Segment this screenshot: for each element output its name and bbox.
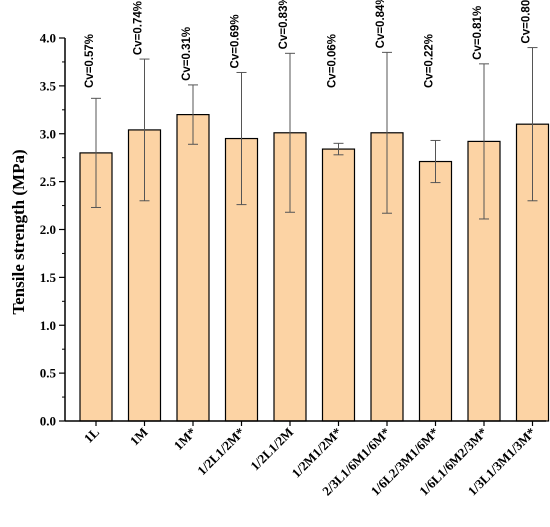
bar-4 (273, 132, 307, 422)
cv-annotation-8: Cv=0.81% (472, 6, 484, 60)
y-tick-label-2: 1.0 (40, 318, 56, 333)
x-tick-label-0: 1L (81, 424, 103, 446)
bar-5 (321, 148, 356, 422)
error-bar-2 (188, 84, 198, 145)
error-bar-7 (430, 139, 441, 184)
y-tick-label-5: 2.5 (40, 174, 57, 189)
x-tick-label-3: 1/2L1/2M* (194, 425, 248, 479)
y-axis-title: Tensile strength (MPa) (9, 149, 28, 314)
cv-annotation-1: Cv=0.74% (133, 1, 145, 55)
y-tick-label-0: 0.0 (40, 414, 56, 429)
x-tick-label-2: 1M* (171, 425, 199, 453)
error-bar-9 (527, 47, 538, 202)
x-tick-label-4: 1/2L1/2M (247, 425, 296, 474)
error-bar-6 (382, 51, 392, 214)
cv-annotation-4: Cv=0.83% (278, 0, 290, 49)
cv-annotation-6: Cv=0.84% (375, 0, 387, 48)
y-tick-label-4: 2.0 (40, 222, 56, 237)
cv-annotation-3: Cv=0.69% (230, 14, 242, 68)
y-tick-label-7: 3.5 (40, 78, 57, 93)
error-bar-5 (333, 142, 344, 156)
axes-layer (59, 37, 546, 426)
error-bar-4 (285, 52, 295, 213)
error-bars-layer (91, 47, 538, 220)
cv-annotation-7: Cv=0.22% (424, 34, 436, 88)
cv-annotation-5: Cv=0.06% (327, 34, 339, 88)
error-bar-3 (236, 71, 247, 206)
cv-annotation-0: Cv=0.57% (84, 34, 96, 88)
cv-annotation-2: Cv=0.31% (181, 27, 193, 81)
y-tick-label-8: 4.0 (40, 31, 56, 46)
y-tick-label-1: 0.5 (40, 366, 57, 381)
bar-2 (176, 113, 210, 422)
error-bar-8 (479, 63, 489, 220)
bar-7 (418, 160, 453, 422)
y-tick-label-6: 3.0 (40, 126, 56, 141)
x-tick-label-1: 1M (127, 425, 151, 449)
error-bar-0 (91, 97, 101, 208)
bars-layer (79, 113, 550, 422)
cv-annotation-9: Cv=0.80% (521, 0, 533, 44)
error-bar-1 (139, 58, 150, 202)
y-tick-label-3: 1.5 (40, 270, 57, 285)
